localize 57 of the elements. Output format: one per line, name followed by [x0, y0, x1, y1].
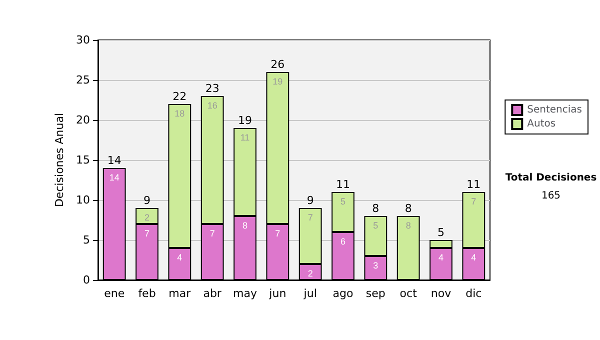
x-tick-label: sep: [366, 287, 386, 300]
y-tick-label: 30: [76, 34, 90, 46]
data-label: 2: [144, 212, 150, 222]
x-tick-label: dic: [466, 287, 482, 300]
x-tick-label: feb: [138, 287, 156, 300]
data-label: 8: [406, 220, 411, 230]
legend-label: Sentencias: [527, 104, 582, 116]
data-label: 11: [240, 132, 250, 142]
data-label: 2: [308, 268, 313, 278]
data-label: 7: [210, 228, 215, 238]
text: 165: [541, 190, 561, 202]
y-tick-label: 0: [83, 274, 90, 286]
x-tick-label: ago: [332, 287, 354, 300]
y-axis-title: Decisiones Anual: [53, 112, 66, 208]
total-label: 11: [336, 178, 350, 191]
total-label: 14: [107, 154, 122, 167]
data-label: 8: [242, 220, 248, 230]
total-label: 23: [205, 82, 220, 95]
x-tick-label: ene: [104, 287, 125, 300]
data-label: 16: [207, 100, 218, 110]
data-label: 18: [174, 108, 185, 118]
data-label: 4: [471, 252, 476, 262]
data-label: 5: [373, 220, 378, 230]
legend-label: Autos: [527, 118, 556, 130]
data-label: 7: [275, 228, 280, 238]
x-tick-label: jun: [268, 287, 286, 300]
y-tick-label: 25: [76, 74, 90, 86]
x-tick-label: may: [233, 287, 258, 300]
total-label: 9: [306, 194, 314, 207]
x-tick-label: jul: [302, 287, 317, 300]
y-tick-label: 10: [76, 194, 90, 206]
data-label: 3: [373, 260, 378, 270]
total-label: 26: [270, 58, 285, 71]
text: Total Decisiones: [505, 172, 597, 184]
y-tick-label: 15: [76, 154, 90, 166]
total-label: 11: [466, 178, 481, 191]
total-label: 8: [372, 202, 380, 215]
x-tick-label: nov: [430, 287, 452, 300]
total-label: 8: [404, 202, 412, 215]
y-tick-label: 5: [83, 234, 90, 246]
total-label: 19: [238, 114, 252, 127]
data-label: 4: [177, 252, 182, 262]
total-label: 22: [172, 90, 187, 103]
total-label: 9: [144, 194, 150, 207]
data-label: 7: [308, 212, 313, 222]
y-tick-label: 20: [76, 114, 90, 126]
data-label: 7: [471, 196, 476, 206]
x-tick-label: oct: [400, 287, 418, 300]
x-tick-label: abr: [203, 287, 222, 300]
x-tick-label: mar: [168, 287, 192, 300]
data-label: 19: [272, 76, 283, 86]
data-label: 4: [438, 252, 444, 262]
data-label: 14: [109, 172, 120, 182]
data-label: 5: [340, 196, 346, 206]
data-label: 6: [340, 236, 346, 246]
data-label: 7: [144, 228, 150, 238]
total-label: 5: [438, 226, 444, 239]
